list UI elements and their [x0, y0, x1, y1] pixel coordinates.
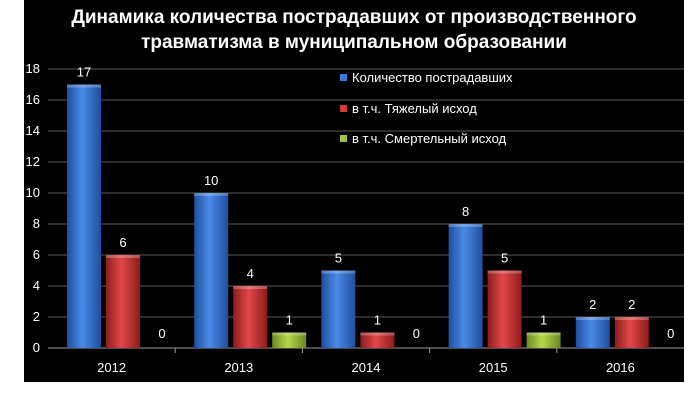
- data-label-severe-2013: 4: [247, 266, 254, 281]
- x-tick-label: 2015: [479, 360, 508, 375]
- bars: [67, 84, 649, 348]
- bar-top-highlight: [487, 270, 522, 274]
- data-label-severe-2015: 5: [501, 251, 508, 266]
- y-tick-label: 6: [33, 247, 40, 262]
- legend-item-fatal: в т.ч. Смертельный исход: [340, 131, 506, 147]
- chart-title-line-1: Динамика количества пострадавших от прои…: [71, 7, 637, 28]
- y-tick-label: 4: [33, 278, 40, 293]
- bar-fatal-2013: [272, 332, 307, 348]
- data-label-total-2013: 10: [204, 173, 218, 188]
- bar-total-2013: [194, 193, 229, 348]
- legend-item-total: Количество пострадавших: [340, 70, 513, 86]
- bar-top-highlight: [272, 332, 307, 336]
- data-label-severe-2016: 2: [628, 297, 635, 312]
- data-label-fatal-2016: 0: [667, 326, 674, 341]
- x-tick-label: 2012: [97, 360, 126, 375]
- bar-total-2014: [321, 270, 356, 348]
- bar-top-highlight: [526, 332, 561, 336]
- bar-top-highlight: [106, 255, 140, 258]
- x-tick-label: 2013: [224, 360, 253, 375]
- bar-top-highlight: [233, 286, 268, 289]
- x-axis-ticks: 2012 2013 2014 2015 2016: [97, 360, 635, 375]
- bar-severe-2014: [360, 332, 395, 348]
- data-label-fatal-2014: 0: [413, 326, 420, 341]
- bar-top-highlight: [614, 317, 649, 320]
- data-label-fatal-2013: 1: [286, 313, 293, 328]
- legend-swatch-fatal: [340, 135, 347, 143]
- grid-lines: [48, 68, 684, 353]
- data-label-total-2014: 5: [335, 251, 342, 266]
- legend-label-severe: в т.ч. Тяжелый исход: [352, 101, 477, 116]
- y-tick-label: 14: [26, 123, 40, 138]
- data-label-total-2016: 2: [589, 297, 596, 312]
- legend-swatch-severe: [340, 105, 347, 113]
- data-label-severe-2014: 1: [374, 313, 381, 328]
- bar-top-highlight: [67, 84, 101, 88]
- chart-title-line-2: травматизма в муниципальном образовании: [141, 32, 567, 53]
- bar-severe-2012: [106, 255, 140, 348]
- bar-total-2016: [575, 317, 610, 348]
- data-label-fatal-2012: 0: [158, 326, 165, 341]
- bar-top-highlight: [360, 332, 395, 336]
- bar-top-highlight: [194, 193, 229, 196]
- bar-total-2015: [448, 224, 483, 348]
- bar-severe-2016: [614, 317, 649, 348]
- legend-label-fatal: в т.ч. Смертельный исход: [352, 131, 507, 146]
- bar-total-2012: [67, 84, 101, 348]
- bar-severe-2015: [487, 270, 522, 348]
- bar-severe-2013: [233, 286, 268, 348]
- legend-item-severe: в т.ч. Тяжелый исход: [340, 101, 477, 117]
- y-tick-label: 12: [26, 154, 40, 169]
- y-tick-label: 8: [33, 216, 40, 231]
- data-label-total-2015: 8: [462, 204, 469, 219]
- data-label-total-2012: 17: [77, 65, 91, 80]
- bar-top-highlight: [448, 224, 483, 227]
- bar-top-highlight: [575, 317, 610, 320]
- y-tick-label: 0: [33, 340, 40, 355]
- data-label-fatal-2015: 1: [540, 313, 547, 328]
- data-label-severe-2012: 6: [119, 235, 126, 250]
- x-tick-label: 2016: [606, 360, 635, 375]
- bar-fatal-2015: [526, 332, 561, 348]
- legend-label-total: Количество пострадавших: [352, 70, 513, 85]
- y-tick-label: 2: [33, 309, 40, 324]
- chart-title: Динамика количества пострадавших от прои…: [24, 5, 684, 55]
- y-tick-label: 16: [26, 92, 40, 107]
- bar-top-highlight: [321, 270, 356, 274]
- legend-swatch-total: [340, 74, 347, 82]
- y-axis-ticks: 0 2 4 6 8 10 12 14 16 18: [26, 61, 40, 355]
- x-tick-label: 2014: [352, 360, 381, 375]
- y-tick-label: 18: [26, 61, 40, 76]
- y-tick-label: 10: [26, 185, 40, 200]
